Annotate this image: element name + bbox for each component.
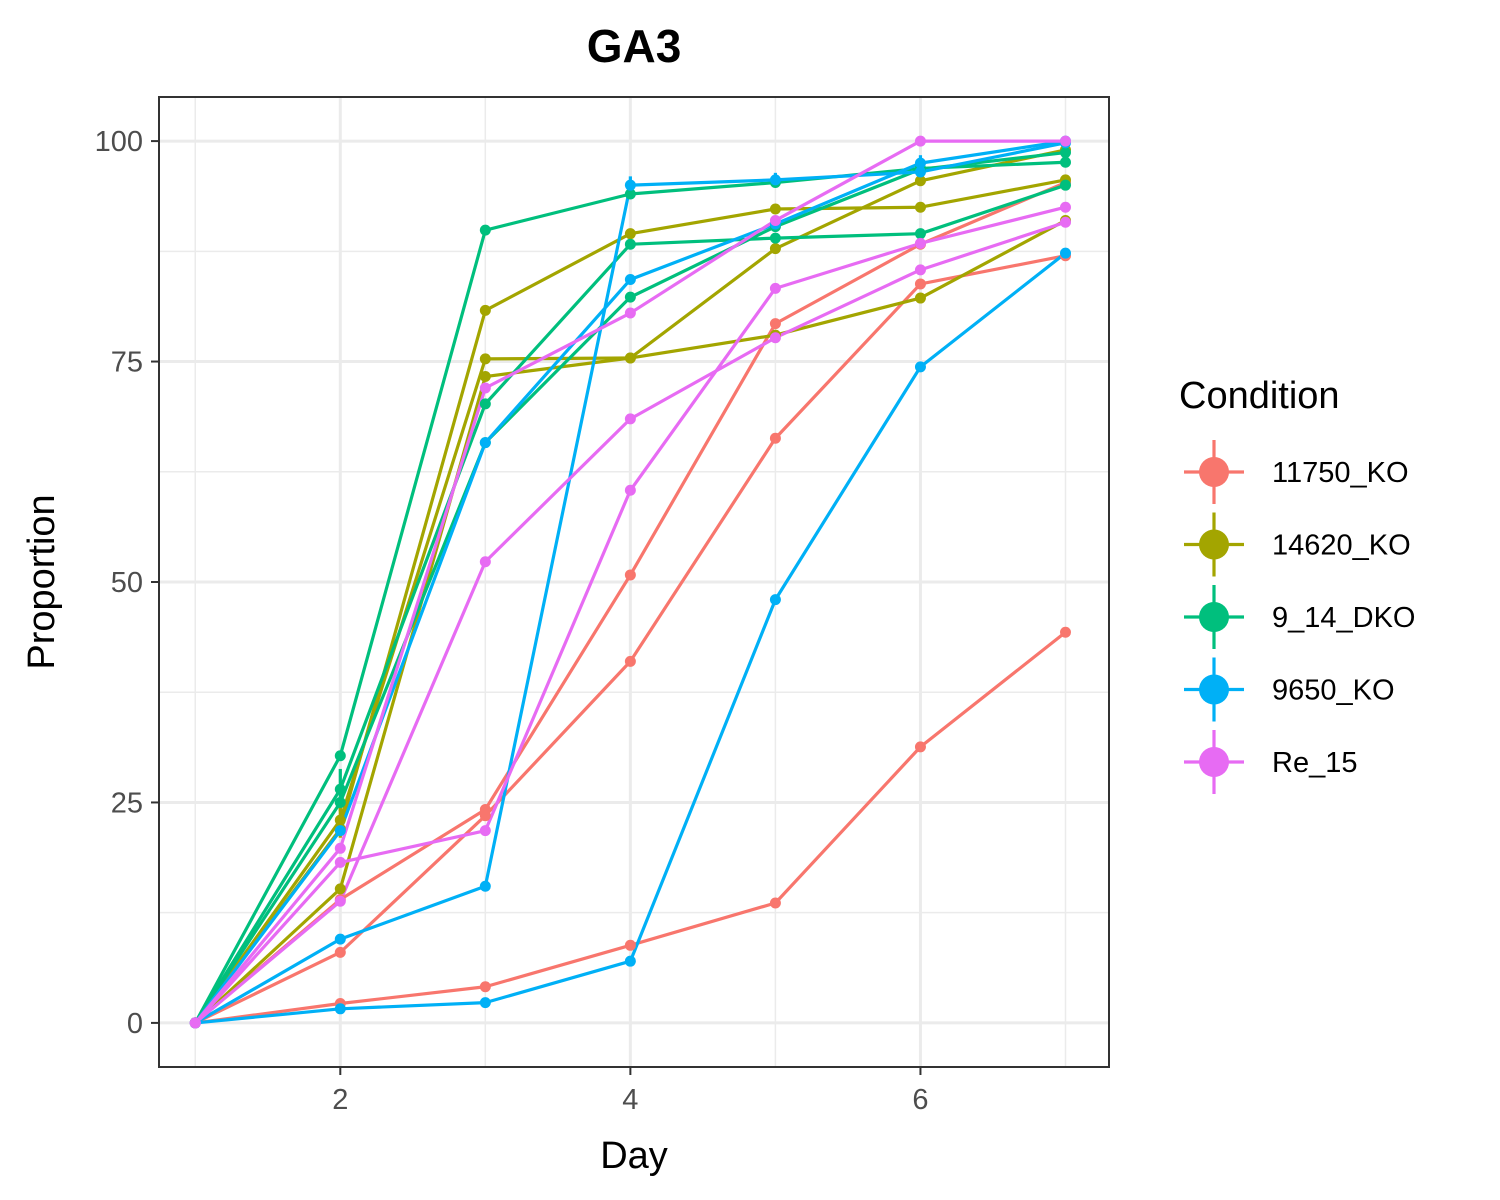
data-point [769,897,781,909]
data-point [624,238,636,250]
data-point [1059,147,1071,159]
legend-label: Re_15 [1272,747,1357,779]
data-point [624,291,636,303]
data-point [334,1003,346,1015]
data-point [624,307,636,319]
data-point [479,382,491,394]
data-point [334,883,346,895]
data-point [769,432,781,444]
data-point [914,292,926,304]
data-point [769,214,781,226]
data-point [769,318,781,330]
legend-key-point [1199,529,1229,560]
data-point [769,594,781,606]
data-point [334,750,346,762]
y-tick-label: 100 [95,126,143,158]
data-point [914,228,926,240]
data-point [624,228,636,240]
data-point [334,796,346,808]
data-point [914,237,926,249]
y-tick-label: 0 [127,1008,143,1040]
x-tick-label: 2 [332,1084,348,1116]
data-point [479,880,491,892]
data-point [769,232,781,244]
legend-key-point [1199,674,1229,705]
data-point [479,825,491,837]
legend-label: 9_14_DKO [1272,602,1416,634]
legend-title: Condition [1179,375,1340,417]
data-point [479,981,491,993]
x-tick-label: 4 [622,1084,638,1116]
x-axis: 2 4 6 [332,1067,929,1116]
data-point [914,278,926,290]
data-points [189,135,1071,1029]
data-point [1059,135,1071,147]
data-point [479,398,491,410]
data-point [624,413,636,425]
data-point [334,933,346,945]
data-point [914,175,926,187]
data-point [334,895,346,907]
y-tick-label: 50 [111,567,143,599]
y-tick-label: 75 [111,347,143,379]
data-point [914,361,926,373]
data-point [479,224,491,236]
data-point [769,203,781,215]
data-point [914,157,926,169]
data-point [624,569,636,581]
data-point [334,856,346,868]
data-point [914,135,926,147]
data-point [1059,626,1071,638]
legend-label: 9650_KO [1272,675,1395,707]
data-point [479,804,491,816]
data-point [334,814,346,826]
data-point [624,655,636,667]
data-point [334,783,346,795]
legend-key-point [1199,457,1229,487]
data-point [1059,201,1071,213]
data-point [624,939,636,951]
y-axis: 0 25 50 75 100 [95,126,159,1040]
legend-key-point [1199,602,1229,632]
data-point [624,955,636,967]
data-point [914,741,926,753]
data-point [769,332,781,344]
data-point [914,264,926,276]
data-point [624,179,636,191]
data-point [479,353,491,365]
data-point [914,166,926,178]
data-point [1059,179,1071,191]
data-point [769,282,781,294]
data-point [769,174,781,186]
data-point [189,1017,201,1029]
data-point [334,946,346,958]
y-axis-title: Proportion [21,494,63,669]
data-point [479,997,491,1009]
data-point [624,274,636,286]
legend-label: 11750_KO [1272,457,1409,489]
data-point [334,842,346,854]
data-point [624,484,636,496]
x-axis-title: Day [600,1135,668,1177]
data-point [1059,216,1071,228]
data-point [624,352,636,364]
x-tick-label: 6 [912,1084,928,1116]
data-point [479,556,491,568]
data-point [479,371,491,383]
legend-key-point [1199,747,1229,777]
data-point [479,304,491,316]
data-point [769,243,781,255]
legend-label: 14620_KO [1272,530,1411,562]
y-tick-label: 25 [111,787,143,819]
data-point [1059,156,1071,168]
data-point [914,201,926,213]
data-point [1059,247,1071,259]
legend: Condition 11750_KO 14620_KO 9_14_DKO 9650_K… [1179,375,1416,794]
chart-title: GA3 [587,20,682,72]
data-point [624,188,636,200]
data-point [334,825,346,837]
data-point [479,437,491,449]
